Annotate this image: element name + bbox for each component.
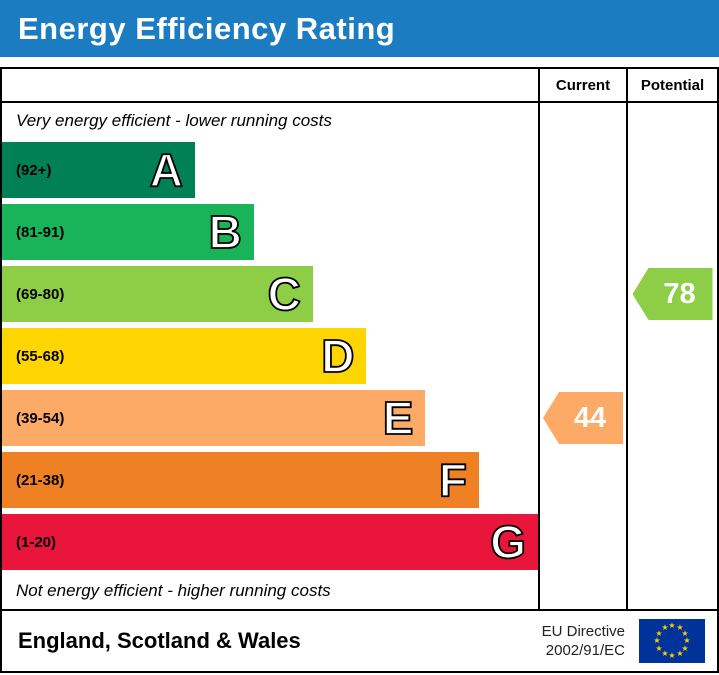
top-note-row: Very energy efficient - lower running co… <box>2 103 717 139</box>
band-cell: (1-20) G <box>2 511 538 573</box>
eu-directive-line2: 2002/91/EC <box>545 642 625 659</box>
footer: England, Scotland & Wales EU Directive 2… <box>0 611 719 673</box>
band-range-label: (1-20) <box>16 533 57 551</box>
bottom-note: Not energy efficient - higher running co… <box>16 581 331 600</box>
potential-cell-empty <box>626 573 717 609</box>
band-range-label: (55-68) <box>16 347 65 365</box>
current-rating-arrow: 44 <box>543 392 623 444</box>
band-row-C: (69-80) C 78 <box>2 263 717 325</box>
band-range-label: (92+) <box>16 161 52 179</box>
band-row-A: (92+) A <box>2 139 717 201</box>
band-bar-B: (81-91) B <box>2 204 254 260</box>
band-letter: E <box>382 392 414 444</box>
potential-cell: 78 <box>626 263 717 325</box>
top-note: Very energy efficient - lower running co… <box>16 111 332 130</box>
band-row-D: (55-68) D <box>2 325 717 387</box>
page-title: Energy Efficiency Rating <box>18 10 396 46</box>
current-cell-empty <box>538 103 626 139</box>
band-letter: F <box>438 454 468 506</box>
band-row-B: (81-91) B <box>2 201 717 263</box>
current-cell-empty <box>538 573 626 609</box>
potential-cell <box>626 201 717 263</box>
eu-flag-icon: ★ ★ ★ ★ ★ ★ ★ ★ ★ ★ ★ ★ <box>639 619 705 663</box>
band-cell: (39-54) E <box>2 387 538 449</box>
eu-directive-label: EU Directive 2002/91/EC <box>542 622 625 661</box>
current-cell <box>538 325 626 387</box>
bands-column-header <box>2 69 538 101</box>
band-bar-D: (55-68) D <box>2 328 367 384</box>
eu-directive-line1: EU Directive <box>541 622 625 640</box>
current-cell <box>538 263 626 325</box>
band-row-E: (39-54) E 44 <box>2 387 717 449</box>
band-cell: (92+) A <box>2 139 538 201</box>
band-cell: (55-68) D <box>2 325 538 387</box>
bottom-note-row: Not energy efficient - higher running co… <box>2 573 717 609</box>
band-letter: C <box>267 268 302 320</box>
current-column-header: Current <box>538 69 626 101</box>
current-cell <box>538 449 626 511</box>
band-letter: B <box>208 206 243 258</box>
current-cell <box>538 511 626 573</box>
band-letter: D <box>320 330 355 382</box>
potential-cell <box>626 325 717 387</box>
current-rating-value: 44 <box>573 401 607 434</box>
band-row-F: (21-38) F <box>2 449 717 511</box>
current-cell <box>538 201 626 263</box>
rating-table: Current Potential Very energy efficient … <box>0 67 719 611</box>
band-cell: (21-38) F <box>2 449 538 511</box>
potential-cell-empty <box>626 103 717 139</box>
title-banner: Energy Efficiency Rating <box>0 0 719 57</box>
rating-bands: (92+) A (81-91) B (69-80) C 78 (55-68) D (39-54) E… <box>2 139 717 573</box>
potential-rating-value: 78 <box>663 277 696 310</box>
band-bar-A: (92+) A <box>2 142 195 198</box>
current-cell: 44 <box>538 387 626 449</box>
potential-rating-arrow: 78 <box>632 268 713 320</box>
table-header-row: Current Potential <box>2 69 717 103</box>
band-letter: A <box>149 144 184 196</box>
potential-cell <box>626 449 717 511</box>
band-bar-C: (69-80) C <box>2 266 313 322</box>
band-cell: (69-80) C <box>2 263 538 325</box>
band-cell: (81-91) B <box>2 201 538 263</box>
band-bar-G: (1-20) G <box>2 514 538 570</box>
band-range-label: (21-38) <box>16 471 65 489</box>
band-bar-F: (21-38) F <box>2 452 480 508</box>
potential-cell <box>626 511 717 573</box>
band-bar-E: (39-54) E <box>2 390 426 446</box>
band-range-label: (39-54) <box>16 409 65 427</box>
region-label: England, Scotland & Wales <box>18 628 301 653</box>
potential-column-header: Potential <box>626 69 717 101</box>
band-letter: G <box>489 516 527 568</box>
potential-cell <box>626 387 717 449</box>
band-row-G: (1-20) G <box>2 511 717 573</box>
band-range-label: (69-80) <box>16 285 65 303</box>
band-range-label: (81-91) <box>16 223 65 241</box>
current-cell <box>538 139 626 201</box>
potential-cell <box>626 139 717 201</box>
